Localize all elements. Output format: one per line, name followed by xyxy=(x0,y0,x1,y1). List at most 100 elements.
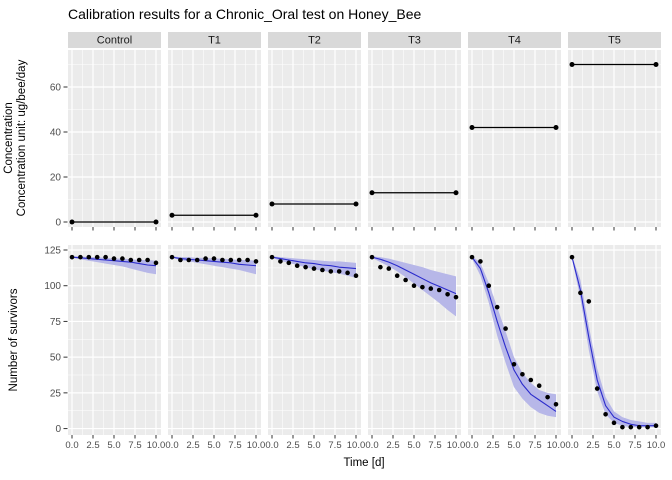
facet-strip-label-t1: T1 xyxy=(208,35,221,47)
observed-point xyxy=(411,283,417,289)
observed-point xyxy=(203,256,208,261)
x-tick-label: 0.0 xyxy=(365,440,378,451)
observed-point xyxy=(420,284,425,290)
observed-point xyxy=(303,264,308,270)
observed-point xyxy=(294,263,300,269)
observed-point xyxy=(278,259,283,264)
observed-point xyxy=(628,424,634,430)
observed-point xyxy=(353,273,359,279)
observed-point xyxy=(128,257,134,263)
observed-point xyxy=(394,273,400,279)
facet-strip-label-control: Control xyxy=(97,35,132,47)
observed-point xyxy=(569,254,575,260)
dose-point xyxy=(469,125,475,130)
observed-point xyxy=(178,257,183,263)
survivors-tick-label: 100 xyxy=(44,281,61,292)
x-tick-label: 10.0 xyxy=(447,440,466,451)
concentration-panel-t3 xyxy=(368,50,461,227)
observed-point xyxy=(253,259,259,264)
survivors-panel-t4 xyxy=(468,245,561,435)
concentration-panel-t1 xyxy=(168,50,261,227)
observed-point xyxy=(286,260,292,266)
concentration-tick-label: 60 xyxy=(50,83,62,94)
x-tick-label: 10.0 xyxy=(347,440,366,451)
confidence-band-t1 xyxy=(172,256,256,275)
x-tick-label: 2.5 xyxy=(486,440,499,451)
observed-point xyxy=(345,270,350,276)
x-tick-label: 7.5 xyxy=(628,440,641,451)
observed-point xyxy=(536,383,542,389)
concentration-tick-label: 40 xyxy=(50,128,62,139)
observed-point xyxy=(111,256,117,261)
survivors-tick-label: 0 xyxy=(55,424,61,435)
observed-point xyxy=(320,267,325,273)
x-tick-label: 5.0 xyxy=(207,440,220,451)
facet-strip-t1 xyxy=(168,32,261,48)
dose-point xyxy=(369,190,375,196)
observed-point xyxy=(494,304,500,310)
confidence-band-t5 xyxy=(572,255,656,428)
chart-title: Calibration results for a Chronic_Oral t… xyxy=(68,6,422,22)
observed-point xyxy=(428,286,434,291)
survivors-panel-t3 xyxy=(368,245,461,435)
observed-point xyxy=(478,259,483,264)
observed-point xyxy=(586,299,592,304)
x-tick-label: 2.5 xyxy=(286,440,299,451)
observed-point xyxy=(469,254,475,260)
observed-point xyxy=(636,424,642,430)
observed-point xyxy=(145,257,150,263)
facet-strip-t4 xyxy=(468,32,561,48)
y-axis-title-concentration: Concentration xyxy=(3,102,15,174)
observed-point xyxy=(186,257,192,263)
observed-point xyxy=(594,386,600,391)
observed-point xyxy=(228,257,234,263)
facet-strip-control xyxy=(68,32,161,48)
x-tick-label: 10.0 xyxy=(647,440,666,451)
observed-point xyxy=(578,290,583,296)
survivors-panel-control xyxy=(68,245,161,435)
fit-line-t1 xyxy=(171,256,257,267)
x-tick-label: 2.5 xyxy=(586,440,599,451)
observed-point xyxy=(620,424,625,430)
y-axis-title-concentration-unit: Concentration unit: ug/bee/day xyxy=(16,59,28,216)
observed-point xyxy=(611,420,617,426)
x-tick-label: 7.5 xyxy=(328,440,341,451)
facet-strip-t2 xyxy=(268,32,361,48)
observed-point xyxy=(553,401,559,407)
observed-point xyxy=(78,254,83,260)
x-tick-label: 2.5 xyxy=(186,440,199,451)
concentration-panel-control xyxy=(68,50,161,227)
observed-point xyxy=(136,257,142,263)
x-tick-label: 2.5 xyxy=(86,440,99,451)
observed-point xyxy=(336,269,342,274)
observed-point xyxy=(211,256,217,261)
x-tick-label: 2.5 xyxy=(386,440,399,451)
dose-point xyxy=(153,219,159,225)
fit-line-t3 xyxy=(371,256,457,295)
facet-strip-t3 xyxy=(368,32,461,48)
concentration-tick-label: 0 xyxy=(55,218,61,229)
observed-point xyxy=(645,424,650,430)
observed-point xyxy=(503,326,508,331)
dose-point xyxy=(269,201,275,207)
x-tick-label: 7.5 xyxy=(528,440,541,451)
y-axis-title-survivors: Number of survivors xyxy=(8,288,20,391)
x-tick-label: 5.0 xyxy=(507,440,520,451)
dose-point xyxy=(69,219,75,225)
x-tick-label: 10.0 xyxy=(547,440,566,451)
observed-point xyxy=(378,264,383,270)
x-tick-label: 0.0 xyxy=(565,440,578,451)
x-tick-label: 7.5 xyxy=(428,440,441,451)
survivors-panel-t2 xyxy=(268,245,361,435)
observed-point xyxy=(236,257,242,263)
observed-point xyxy=(328,269,334,274)
observed-point xyxy=(511,361,517,367)
survivors-panel-t1 xyxy=(168,245,261,435)
concentration-panel-t5 xyxy=(568,50,661,227)
dose-point xyxy=(169,212,175,218)
x-tick-label: 5.0 xyxy=(307,440,320,451)
observed-point xyxy=(120,256,125,261)
observed-point xyxy=(94,254,100,260)
